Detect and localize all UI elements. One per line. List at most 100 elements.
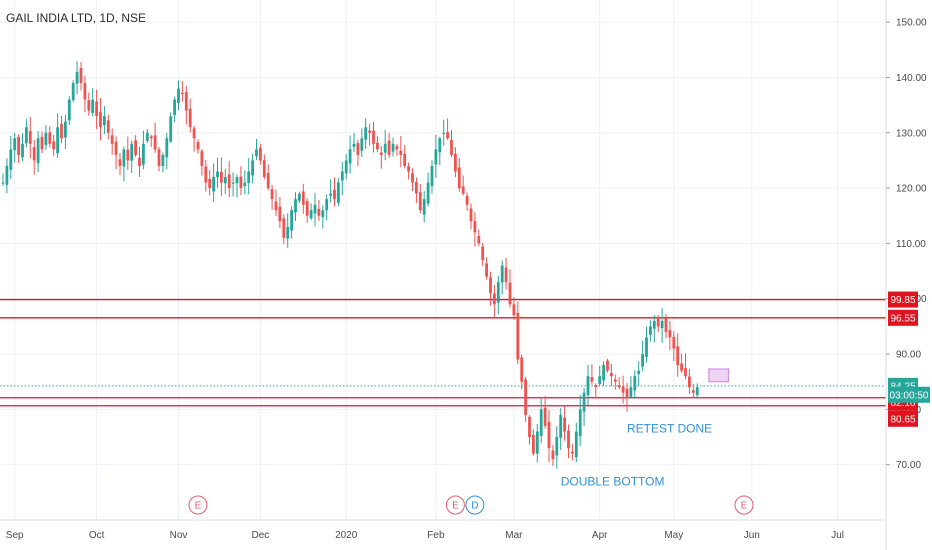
candle-body — [684, 368, 687, 377]
candle-body — [391, 143, 395, 152]
event-marker-label[interactable]: D — [471, 501, 478, 512]
candle-body — [668, 330, 672, 338]
candle-body — [520, 357, 524, 382]
candle-body — [344, 160, 348, 174]
candle-body — [489, 277, 492, 294]
event-marker[interactable]: E — [188, 495, 208, 515]
candle-body — [204, 166, 208, 183]
candle-body — [91, 99, 95, 113]
candle-body — [235, 177, 239, 184]
candle-body — [313, 204, 317, 214]
candle-body — [325, 199, 329, 211]
candle-body — [95, 101, 98, 117]
event-marker[interactable]: D — [465, 495, 485, 515]
candle-body — [317, 208, 321, 216]
event-marker-label[interactable]: E — [741, 501, 748, 512]
price-badge-label: 96.55 — [890, 313, 915, 324]
candle-body — [169, 116, 173, 142]
candle-body — [438, 138, 442, 153]
candle-body — [118, 159, 122, 166]
candle-body — [196, 141, 200, 150]
candle-body — [415, 181, 418, 194]
candle-body — [1, 182, 5, 184]
annotation-label: DOUBLE BOTTOM — [561, 475, 665, 489]
event-marker[interactable]: E — [734, 495, 754, 515]
candle-body — [274, 201, 278, 211]
candle-body — [547, 421, 551, 449]
event-marker-label[interactable]: E — [195, 501, 202, 512]
horizontal-levels — [0, 298, 886, 407]
candle-body — [110, 135, 114, 144]
candle-body — [641, 354, 644, 367]
candle-body — [48, 132, 52, 144]
candle-body — [649, 326, 652, 335]
candle-body — [442, 132, 446, 134]
candle-body — [106, 120, 110, 133]
annotation-label: RETEST DONE — [627, 422, 712, 436]
x-tick-label: Sep — [6, 530, 24, 541]
candle-body — [181, 92, 184, 95]
x-tick-label: Feb — [427, 530, 445, 541]
event-marker[interactable]: E — [445, 495, 465, 515]
candle-body — [212, 177, 215, 192]
y-tick-label: 150.00 — [896, 18, 927, 29]
candle-body — [329, 193, 332, 196]
candle-body — [282, 218, 286, 238]
candle-body — [301, 191, 305, 205]
candle-body — [17, 136, 20, 155]
candle-body — [610, 373, 613, 377]
candle-body — [383, 143, 387, 153]
candle-body — [333, 189, 336, 200]
candle-body — [493, 293, 496, 305]
candle-body — [563, 417, 566, 432]
candle-body — [539, 409, 543, 436]
candle-body — [559, 414, 563, 438]
candle-body — [567, 430, 570, 449]
candle-body — [192, 128, 196, 139]
candle-body — [290, 210, 293, 231]
candle-body — [298, 193, 301, 201]
x-tick-label: Nov — [170, 530, 188, 541]
candle-body — [664, 318, 668, 332]
candle-body — [208, 178, 212, 189]
countdown-badge — [888, 386, 930, 403]
x-tick-label: Jul — [831, 530, 844, 541]
candle-body — [200, 151, 204, 166]
candle-body — [348, 149, 352, 164]
event-marker-circle[interactable] — [465, 495, 485, 515]
candle-body — [688, 376, 691, 388]
candle-body — [142, 143, 145, 165]
price-badge-label: 99.85 — [890, 295, 915, 306]
candle-body — [161, 154, 165, 167]
candle-body — [360, 138, 364, 151]
candle-body — [138, 157, 141, 166]
candle-body — [598, 376, 602, 384]
candle-body — [173, 99, 176, 116]
candle-body — [555, 437, 559, 456]
event-marker-circle[interactable] — [188, 495, 208, 515]
candle-body — [426, 182, 430, 204]
candle-body — [633, 376, 637, 391]
retest-zone-box — [708, 368, 729, 383]
candle-body — [399, 150, 403, 155]
candle-body — [376, 142, 379, 150]
x-tick-label: 2020 — [335, 530, 358, 541]
candle-body — [165, 138, 169, 158]
candle-body — [52, 141, 56, 150]
y-tick-label: 90.00 — [896, 350, 921, 361]
event-marker-label[interactable]: E — [452, 501, 459, 512]
candle-body — [40, 136, 44, 150]
candle-body — [496, 282, 500, 303]
countdown-label: 03:00:50 — [890, 390, 929, 401]
candle-body — [411, 173, 414, 183]
event-marker-circle[interactable] — [445, 495, 465, 515]
candle-body — [516, 312, 520, 360]
event-marker-circle[interactable] — [734, 495, 754, 515]
candle-body — [532, 435, 535, 454]
candle-body — [387, 140, 391, 155]
candle-body — [461, 186, 465, 194]
candle-body — [403, 153, 407, 166]
candle-body — [44, 132, 48, 146]
